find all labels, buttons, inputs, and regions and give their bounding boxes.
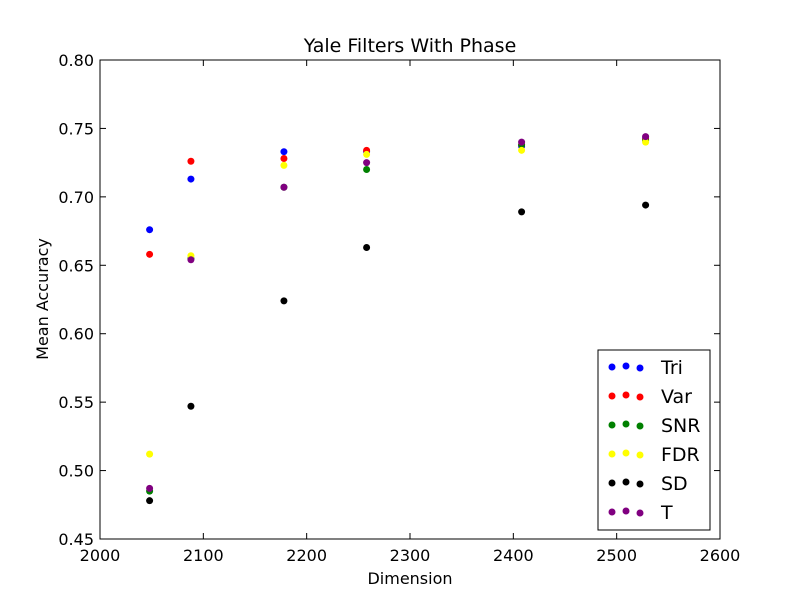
legend-item: SNR: [608, 415, 700, 437]
data-point: [363, 159, 371, 167]
x-tick-label: 2300: [390, 546, 431, 565]
legend-marker: [622, 362, 630, 370]
data-point: [146, 450, 154, 458]
data-point: [146, 497, 154, 505]
x-tick-label: 2600: [700, 546, 741, 565]
y-tick-label: 0.55: [58, 393, 94, 412]
data-point: [518, 138, 526, 146]
x-tick-label: 2200: [286, 546, 327, 565]
legend-marker: [636, 393, 644, 401]
legend-item: SD: [608, 473, 688, 495]
y-tick-label: 0.45: [58, 530, 94, 549]
y-tick-label: 0.60: [58, 325, 94, 344]
data-point: [280, 161, 288, 169]
x-tick-label: 2400: [493, 546, 534, 565]
legend-label: FDR: [661, 444, 700, 466]
legend-marker: [608, 450, 616, 458]
legend-marker: [622, 449, 630, 457]
axis-ticks: 2000 2100 2200 2300 2400 2500 2600 0.45 0.50 0.55…: [58, 51, 740, 565]
legend-marker: [608, 479, 616, 487]
legend-marker: [622, 420, 630, 428]
legend-marker: [636, 480, 644, 488]
y-tick-label: 0.75: [58, 119, 94, 138]
data-point: [518, 208, 526, 216]
legend-marker: [622, 507, 630, 515]
legend-marker: [608, 363, 616, 371]
chart-title: Yale Filters With Phase: [303, 35, 517, 57]
data-point: [146, 250, 154, 258]
x-axis-label: Dimension: [367, 569, 452, 588]
data-point: [363, 243, 371, 251]
legend-marker: [608, 508, 616, 516]
data-point: [146, 226, 154, 234]
series-t: [146, 133, 650, 492]
series-fdr: [146, 138, 650, 458]
y-axis-label: Mean Accuracy: [33, 238, 52, 360]
data-point: [363, 150, 371, 158]
series-tri: [146, 134, 650, 234]
y-tick-label: 0.50: [58, 462, 94, 481]
legend-label: Var: [661, 386, 692, 408]
legend-item: T: [608, 502, 673, 524]
legend-item: Var: [608, 386, 692, 408]
data-point: [518, 146, 526, 154]
data-point: [187, 256, 195, 264]
y-tick-label: 0.80: [58, 51, 94, 70]
legend-frame: [597, 349, 711, 531]
y-tick-label: 0.70: [58, 188, 94, 207]
legend-item: FDR: [608, 444, 700, 466]
data-point: [146, 484, 154, 492]
series-var: [146, 135, 650, 258]
series-sd: [146, 201, 650, 505]
legend-marker: [608, 421, 616, 429]
data-point: [187, 402, 195, 410]
legend-label: SNR: [661, 415, 700, 437]
data-points: [146, 133, 650, 505]
legend-label: T: [660, 502, 673, 524]
data-point: [642, 201, 650, 209]
legend: Tri Var SNR FDR SD T: [597, 349, 711, 531]
data-point: [280, 297, 288, 305]
x-tick-label: 2100: [183, 546, 224, 565]
data-point: [642, 133, 650, 141]
x-tick-label: 2000: [80, 546, 121, 565]
legend-marker: [636, 509, 644, 517]
data-point: [280, 183, 288, 191]
data-point: [187, 157, 195, 165]
x-tick-label: 2500: [596, 546, 637, 565]
legend-marker: [636, 422, 644, 430]
legend-label: Tri: [660, 357, 683, 379]
legend-item: Tri: [608, 357, 683, 379]
data-point: [280, 148, 288, 156]
legend-label: SD: [661, 473, 688, 495]
data-point: [363, 165, 371, 173]
legend-marker: [608, 392, 616, 400]
data-point: [642, 138, 650, 146]
legend-marker: [636, 451, 644, 459]
legend-marker: [622, 391, 630, 399]
series-snr: [146, 137, 650, 495]
data-point: [187, 175, 195, 183]
legend-marker: [636, 364, 644, 372]
y-tick-label: 0.65: [58, 256, 94, 275]
legend-marker: [622, 478, 630, 486]
data-point: [280, 155, 288, 163]
